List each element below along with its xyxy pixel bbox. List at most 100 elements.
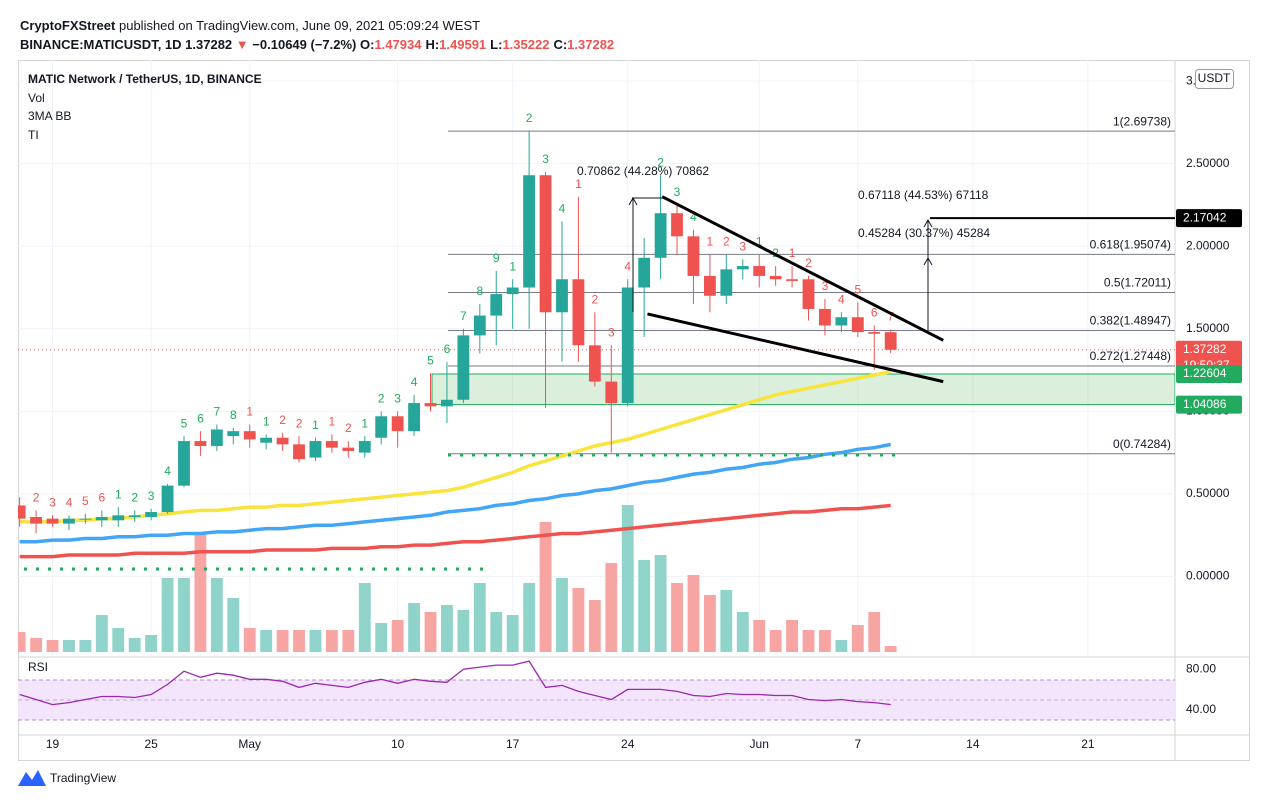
price-tag-label: 2.17042 (1183, 210, 1227, 224)
ohlc-value: 1.47934 (374, 37, 422, 52)
candle-body (835, 317, 848, 326)
td-count: 6 (444, 342, 451, 356)
volume-bar (309, 630, 322, 652)
candle-body (358, 441, 371, 453)
logo (18, 770, 46, 786)
ohlc-label: H: (425, 37, 440, 52)
td-count: 8 (230, 408, 237, 422)
td-count: 1 (115, 487, 122, 501)
td-count: 4 (411, 375, 418, 389)
candle-body (868, 332, 881, 334)
volume-bar (260, 630, 273, 652)
y-tick-label: 0.00000 (1186, 569, 1230, 583)
candle-body (194, 441, 207, 447)
measurement: 0.67118 (44.53%) 67118 (858, 188, 989, 202)
td-count: 4 (624, 259, 631, 273)
ohlc-label: O: (360, 37, 375, 52)
candle-body (736, 266, 749, 270)
moving-average (19, 369, 892, 524)
volume-bar (851, 625, 864, 652)
td-count: 3 (739, 240, 746, 254)
td-count: 5 (82, 494, 89, 508)
volume-bar (802, 630, 815, 652)
td-count: 2 (279, 413, 286, 427)
td-count: 7 (460, 309, 467, 323)
candle-body (802, 279, 815, 309)
ohlc-value: 1.49591 (439, 37, 487, 52)
ohlc: O:1.47934 H:1.49591 L:1.35222 C:1.37282 (360, 37, 618, 52)
td-count: 2 (296, 416, 303, 430)
x-tick-label: 24 (621, 737, 635, 751)
candle-body (473, 315, 486, 336)
volume-bar (523, 583, 536, 652)
td-count: 5 (854, 283, 861, 297)
candle-body (260, 437, 273, 443)
volume-bar (736, 612, 749, 652)
candle-body (769, 275, 782, 280)
volume-bar (178, 578, 190, 652)
td-count: 1 (263, 415, 270, 429)
candle-body (178, 441, 190, 486)
x-tick-label: May (238, 737, 261, 751)
y-tick-label: 2.50000 (1186, 156, 1230, 170)
price: 1.37282 (185, 37, 233, 52)
candle-body (18, 505, 26, 519)
candle-body (128, 515, 141, 517)
volume-bar (63, 640, 75, 652)
measurement: 0.45284 (30.37%) 45284 (858, 226, 990, 240)
candle-body (243, 431, 256, 440)
y-tick-label: 1.50000 (1186, 321, 1230, 335)
volume-bar (671, 583, 683, 652)
volume-bar (227, 598, 240, 652)
td-count: 2 (131, 491, 138, 505)
volume-bar (884, 646, 897, 652)
symbol-line: BINANCE:MATICUSDT, 1D 1.37282 ▼ −0.10649… (20, 37, 618, 52)
td-count: 2 (592, 292, 599, 306)
volume-bar (687, 575, 700, 652)
fib-label: 0.272(1.27448) (1090, 349, 1171, 363)
volume-bar (128, 638, 141, 652)
x-tick-label: 14 (966, 737, 980, 751)
price-tag (1176, 365, 1242, 384)
candle-body (687, 236, 700, 276)
td-count: 7 (214, 405, 221, 419)
published: published on TradingView.com, June 09, 2… (118, 18, 481, 33)
overlay: 1925May101724Jun714210.000000.500001.000… (19, 73, 1242, 751)
td-count: 2 (805, 256, 812, 270)
td-count: 2 (723, 235, 730, 249)
td-count: 4 (164, 464, 171, 478)
candle-body (851, 317, 864, 333)
change: −0.10649 (−7.2%) (252, 37, 357, 52)
td-count: 1 (312, 418, 319, 432)
currency: USDT (1198, 71, 1231, 85)
volume-bar (654, 555, 667, 652)
volume-bar (868, 612, 881, 652)
candle-body (276, 437, 289, 445)
x-tick-label: 21 (1081, 737, 1095, 751)
x-tick-label: 19 (46, 737, 60, 751)
volume-bar (819, 630, 831, 652)
volume-bar (835, 640, 848, 652)
candle-body (786, 279, 798, 281)
candle-body (621, 287, 634, 404)
td-count: 1 (707, 235, 714, 249)
td-count: 4 (66, 496, 73, 510)
candle-body (227, 431, 240, 437)
td-count: 6 (197, 411, 204, 425)
td-count: 5 (181, 416, 188, 430)
rsi-line (19, 660, 891, 706)
candle-body (703, 275, 716, 296)
candle-body (95, 516, 108, 521)
indicator: Vol (28, 91, 45, 105)
td-count: 3 (148, 489, 155, 503)
td-count: 1 (575, 177, 582, 191)
rsi-label: RSI (28, 660, 48, 674)
currency-box (1195, 69, 1234, 89)
candle-body (884, 332, 897, 350)
candle-body (490, 294, 503, 316)
td-count: 1 (361, 416, 368, 430)
volume-bar (293, 630, 305, 652)
fib-label: 0.382(1.48947) (1090, 314, 1171, 328)
volume-bar (441, 605, 453, 652)
volume-bar (572, 588, 585, 652)
